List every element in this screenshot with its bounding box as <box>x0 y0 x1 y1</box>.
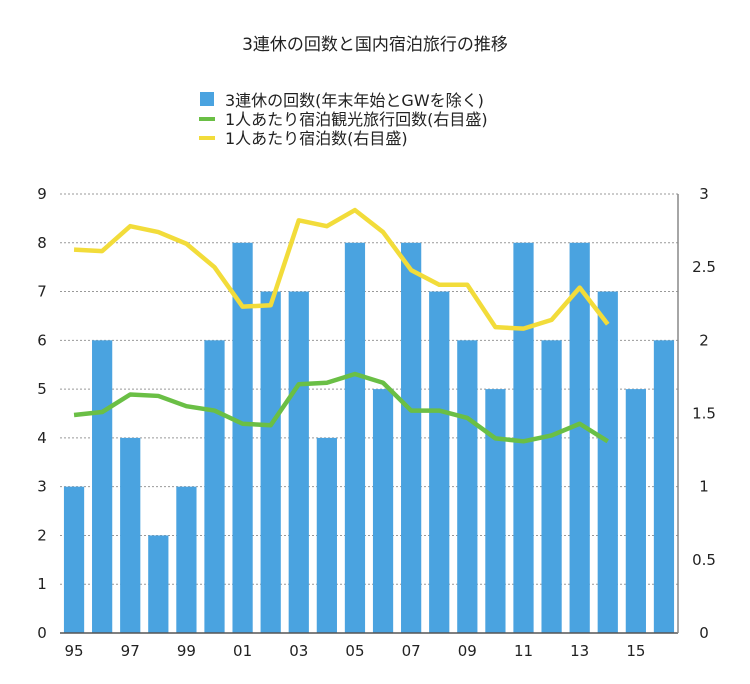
bar-98 <box>148 535 169 633</box>
bar-06 <box>372 389 394 633</box>
y-right-tick-label: 0.5 <box>692 551 716 569</box>
bar-11 <box>513 242 534 633</box>
y-axis-right: 0 0.5 1 1.5 2 2.5 3 <box>692 185 716 642</box>
y-left-tick-label: 6 <box>37 331 47 349</box>
bar-00 <box>204 340 225 633</box>
x-tick-label: 09 <box>458 642 477 660</box>
bar-08 <box>429 291 450 633</box>
x-tick-label: 99 <box>177 642 196 660</box>
legend-label: 1人あたり宿泊数(右目盛) <box>225 129 408 148</box>
bar-12 <box>541 340 562 633</box>
y-left-tick-label: 7 <box>37 283 47 301</box>
x-tick-label: 07 <box>402 642 421 660</box>
y-left-tick-label: 8 <box>37 234 47 252</box>
x-tick-label: 03 <box>289 642 308 660</box>
bar-95 <box>63 486 85 633</box>
bar-14 <box>597 291 618 633</box>
y-right-tick-label: 1 <box>699 478 709 496</box>
y-left-tick-label: 2 <box>37 526 47 544</box>
x-axis: 95 97 99 01 03 05 07 09 11 13 15 <box>64 642 645 660</box>
bar-02 <box>260 291 281 633</box>
bar-09 <box>457 340 478 633</box>
x-tick-label: 11 <box>514 642 533 660</box>
x-tick-label: 97 <box>121 642 140 660</box>
y-left-tick-label: 9 <box>37 185 47 203</box>
legend-label: 1人あたり宿泊観光旅行回数(右目盛) <box>225 110 488 129</box>
y-axis-left: 0 1 2 3 4 5 6 7 8 9 <box>37 185 47 642</box>
y-right-tick-label: 1.5 <box>692 405 716 423</box>
x-tick-label: 13 <box>570 642 589 660</box>
y-right-tick-label: 2.5 <box>692 258 716 276</box>
x-tick-label: 95 <box>64 642 83 660</box>
line-series-0 <box>73 371 609 444</box>
bar-10 <box>485 389 506 633</box>
y-left-tick-label: 4 <box>37 429 47 447</box>
chart-title: 3連休の回数と国内宿泊旅行の推移 <box>242 35 508 55</box>
bar-99 <box>176 486 197 633</box>
y-right-tick-label: 2 <box>699 331 709 349</box>
y-right-tick-label: 3 <box>699 185 709 203</box>
bar-07 <box>401 242 422 633</box>
x-tick-label: 01 <box>233 642 252 660</box>
bar-series <box>63 242 675 633</box>
bar-16 <box>653 340 675 633</box>
gridlines <box>60 193 678 585</box>
legend-label: 3連休の回数(年末年始とGWを除く) <box>225 91 484 110</box>
axes <box>60 194 679 634</box>
x-tick-label: 15 <box>626 642 645 660</box>
line-series-1 <box>73 207 610 331</box>
bar-96 <box>92 340 113 633</box>
y-left-tick-label: 5 <box>37 380 47 398</box>
bar-97 <box>120 437 141 633</box>
bar-04 <box>316 437 337 633</box>
bar-05 <box>344 242 366 633</box>
line-series <box>73 207 610 444</box>
bar-13 <box>569 242 590 633</box>
y-right-tick-label: 0 <box>699 624 709 642</box>
legend: 3連休の回数(年末年始とGWを除く)1人あたり宿泊観光旅行回数(右目盛)1人あた… <box>199 91 488 148</box>
y-left-tick-label: 0 <box>37 624 47 642</box>
x-tick-label: 05 <box>345 642 364 660</box>
bar-15 <box>625 389 646 633</box>
bar-01 <box>232 242 253 633</box>
y-left-tick-label: 3 <box>37 478 47 496</box>
bar-03 <box>288 291 309 633</box>
legend-swatch-bar <box>200 92 214 106</box>
y-left-tick-label: 1 <box>37 575 47 593</box>
